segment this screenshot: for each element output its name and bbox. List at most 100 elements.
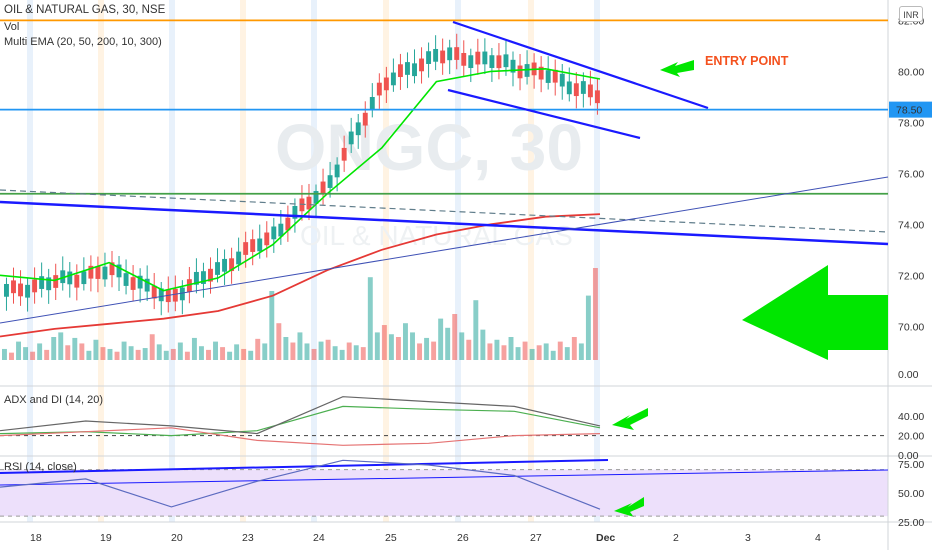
session-band xyxy=(528,0,534,522)
volume-bar xyxy=(578,343,584,360)
volume-bar xyxy=(557,341,563,360)
candle-body xyxy=(383,77,389,91)
trend-line-long xyxy=(0,200,889,246)
candle-body xyxy=(580,81,586,94)
volume-bar xyxy=(135,349,141,360)
volume-bar xyxy=(114,351,120,360)
time-tick-label: Dec xyxy=(596,532,615,544)
volume-bar xyxy=(311,348,317,360)
candle-body xyxy=(172,288,178,302)
volume-bar xyxy=(508,337,514,360)
adx-series-di xyxy=(0,427,601,446)
volume-bar xyxy=(107,348,113,360)
session-band xyxy=(455,0,461,522)
volume-bar xyxy=(571,337,577,360)
candle-body xyxy=(222,258,228,272)
volume-bar xyxy=(51,337,57,360)
candle-body xyxy=(475,51,481,65)
time-tick-label: 3 xyxy=(745,532,751,544)
candle-body xyxy=(25,284,31,298)
session-band xyxy=(98,0,104,522)
candle-body xyxy=(137,275,143,289)
candle-body xyxy=(95,266,101,279)
ema-legend: Multi EMA (20, 50, 200, 10, 300) xyxy=(4,36,162,48)
price-tick-label: 80.00 xyxy=(898,66,924,78)
candle-body xyxy=(116,264,122,278)
volume-bar xyxy=(241,348,247,360)
volume-bar xyxy=(501,345,507,360)
rsi-trend-lower xyxy=(0,469,889,486)
rsi-arrow-icon xyxy=(614,497,644,517)
volume-bar xyxy=(170,348,176,360)
candle-body xyxy=(573,83,579,97)
ema-fast-line xyxy=(0,67,601,292)
candle-body xyxy=(566,81,572,95)
adx-legend: ADX and DI (14, 20) xyxy=(4,394,104,406)
candle-body xyxy=(18,283,23,297)
candle-body xyxy=(278,223,284,237)
candle-body xyxy=(109,262,115,276)
session-band xyxy=(169,0,175,522)
time-tick-label: 24 xyxy=(313,532,325,544)
adx-arrow-icon xyxy=(612,408,648,430)
time-tick-label: 19 xyxy=(100,532,112,544)
candle-body xyxy=(489,55,495,68)
volume-bar xyxy=(585,295,591,360)
volume-bar xyxy=(424,337,430,360)
volume-bar xyxy=(473,300,479,360)
volume-bar xyxy=(410,332,415,360)
channel-upper-line xyxy=(452,20,709,110)
volume-bar xyxy=(353,345,359,360)
volume-bar xyxy=(163,350,169,360)
volume-bar xyxy=(234,344,240,360)
candle-body xyxy=(250,239,256,252)
time-tick-label: 4 xyxy=(815,532,821,544)
entry-point-label: ENTRY POINT xyxy=(705,54,789,68)
currency-button[interactable]: INR xyxy=(899,6,923,22)
volume-bar xyxy=(367,277,373,360)
price-tick-label: 70.00 xyxy=(898,321,924,333)
adx-tick-label: 0.00 xyxy=(898,450,919,462)
volume-bar xyxy=(227,351,233,360)
volume-bar xyxy=(325,339,331,360)
candle-body xyxy=(510,59,516,73)
price-tag-label: 78.50 xyxy=(896,105,922,117)
volume-bar xyxy=(93,339,99,360)
candle-body xyxy=(81,271,87,285)
volume-bar xyxy=(184,351,190,360)
time-tick-label: 20 xyxy=(171,532,183,544)
candle-body xyxy=(503,54,509,68)
candle-body xyxy=(193,271,199,285)
volume-bar xyxy=(459,332,465,360)
volume-bar xyxy=(346,342,352,360)
price-tick-label: 72.00 xyxy=(898,270,924,282)
watermark-name: OIL & NATURAL GAS xyxy=(300,220,573,251)
volume-bar xyxy=(417,343,423,360)
candle-body xyxy=(285,217,291,231)
volume-bar xyxy=(37,343,43,360)
volume-bar xyxy=(16,341,21,360)
candle-body xyxy=(60,270,66,284)
candle-body xyxy=(53,275,59,288)
volume-bar xyxy=(276,323,282,360)
price-tag xyxy=(889,101,932,118)
volume-bar xyxy=(536,345,542,360)
rsi-band xyxy=(0,469,888,517)
candle-body xyxy=(482,51,488,65)
volume-bar xyxy=(543,343,549,360)
volume-legend: Vol xyxy=(4,21,20,33)
time-tick-label: 2 xyxy=(673,532,679,544)
volume-bar xyxy=(318,341,324,360)
time-tick-label: 25 xyxy=(385,532,397,544)
volume-bar xyxy=(297,332,303,360)
volume-bar xyxy=(388,334,394,360)
time-tick-label: 26 xyxy=(457,532,469,544)
candle-body xyxy=(306,196,312,210)
adx-tick-label: 40.00 xyxy=(898,411,924,423)
volume-bar xyxy=(381,325,387,360)
candle-body xyxy=(39,276,45,289)
candle-body xyxy=(433,48,439,62)
volume-bar xyxy=(480,329,486,360)
